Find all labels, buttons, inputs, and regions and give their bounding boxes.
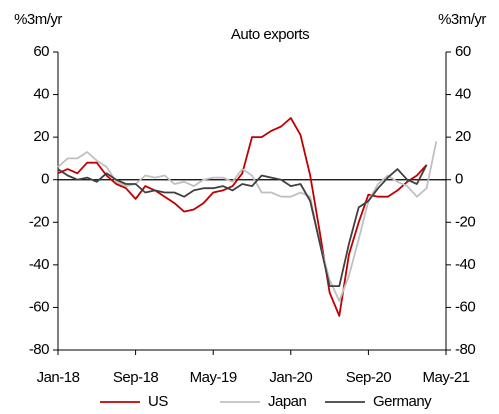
x-tick-label: Jan-18 — [37, 369, 80, 386]
x-tick-label: Sep-18 — [113, 369, 159, 386]
y2-tick-label: 0 — [455, 171, 463, 188]
y-axis-label: %3m/yr — [14, 11, 62, 28]
y2-tick-label: -20 — [455, 213, 475, 230]
line-series — [57, 164, 428, 287]
x-tick-label: May-21 — [422, 369, 469, 386]
x-tick-label: May-19 — [190, 369, 237, 386]
y2-tick-label: 40 — [455, 86, 471, 103]
y2-tick-label: -80 — [455, 341, 475, 358]
y2-tick-label: -40 — [455, 256, 475, 273]
y-tick-label: -40 — [29, 256, 49, 273]
y-tick-label: -80 — [29, 341, 49, 358]
y2-axis-label: %3m/yr — [438, 11, 486, 28]
y-tick-label: 40 — [33, 86, 49, 103]
x-tick-label: Jan-20 — [269, 369, 312, 386]
y-tick-label: -20 — [29, 213, 49, 230]
y2-tick-label: -60 — [455, 298, 475, 315]
x-tick-label: Sep-20 — [346, 369, 392, 386]
line-series — [57, 141, 438, 302]
y2-tick-label: 20 — [455, 128, 471, 145]
legend-label: Japan — [268, 393, 307, 410]
line-series — [57, 117, 428, 317]
chart-title: Auto exports — [231, 26, 309, 43]
y2-tick-label: 60 — [455, 43, 471, 60]
y-tick-label: 20 — [33, 128, 49, 145]
legend-label: US — [148, 393, 168, 410]
y-tick-label: -60 — [29, 298, 49, 315]
legend-label: Germany — [373, 393, 432, 410]
y-tick-label: 0 — [41, 171, 49, 188]
y-tick-label: 60 — [33, 43, 49, 60]
